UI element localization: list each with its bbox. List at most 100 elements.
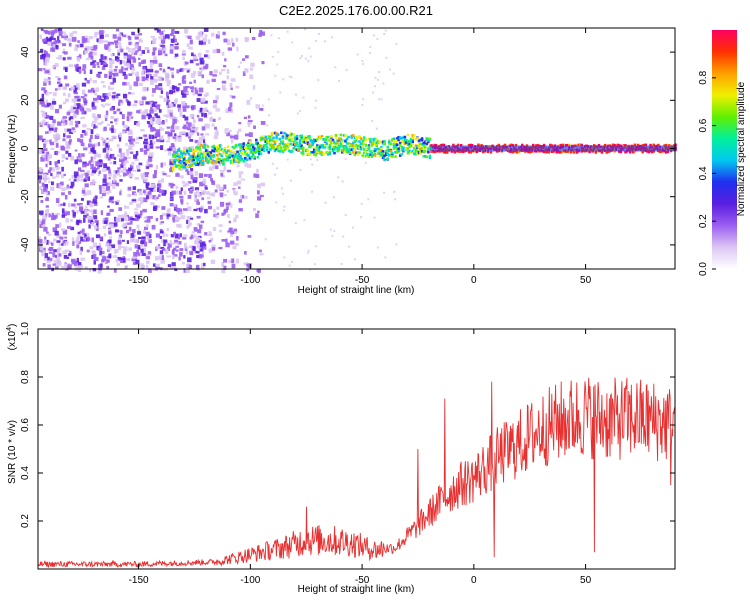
spectrogram-cell xyxy=(117,171,120,175)
spectrogram-cell xyxy=(544,150,547,154)
spectrogram-cell xyxy=(630,145,634,152)
spectrogram-cell xyxy=(198,136,203,141)
spectrogram-cell xyxy=(84,49,88,54)
spectrogram-cell xyxy=(516,145,519,152)
spectrogram-cell xyxy=(192,158,195,162)
spectrogram-cell xyxy=(140,129,145,132)
spectrogram-cell xyxy=(359,137,363,141)
spectrogram-cell xyxy=(366,147,369,151)
spectrogram-cell xyxy=(99,34,104,39)
spectrogram-cell xyxy=(272,143,275,147)
snr-y-tick-label: 0.6 xyxy=(20,418,31,432)
spectrogram-cell xyxy=(98,170,101,174)
spectrogram-cell xyxy=(361,145,364,148)
spectrogram-cell xyxy=(134,192,138,196)
spectrogram-x-tick-label: -150 xyxy=(129,275,149,286)
spectrogram-cell xyxy=(242,159,246,163)
spectrogram-cell xyxy=(556,145,560,152)
spectrogram-cell xyxy=(649,145,652,152)
spectrogram-cell xyxy=(256,143,260,147)
spectrogram-cell xyxy=(86,200,91,206)
spectrogram-cell xyxy=(75,44,79,49)
spectrogram-cell xyxy=(657,143,660,147)
spectrogram-cell xyxy=(102,225,107,229)
spectrogram-cell xyxy=(122,222,128,227)
spectrogram-cell xyxy=(172,147,176,152)
spectrogram-cell xyxy=(186,105,190,109)
spectrogram-cell xyxy=(152,174,156,179)
snr-panel: -150 -100 -50 0 50 0.20.40.60.81.0 Height of… xyxy=(6,322,676,595)
spectrogram-cell xyxy=(433,145,436,152)
spectrogram-cell xyxy=(290,76,293,79)
spectrogram-cell xyxy=(392,142,396,146)
spectrogram-cell xyxy=(48,37,52,42)
spectrogram-cell xyxy=(101,184,106,190)
spectrogram-cell xyxy=(77,231,81,235)
spectrogram-cell xyxy=(372,149,375,153)
spectrogram-cell xyxy=(337,148,341,152)
spectrogram-cell xyxy=(63,254,68,259)
spectrogram-cell xyxy=(130,111,134,115)
spectrogram-cell xyxy=(57,121,62,126)
spectrogram-cell xyxy=(619,145,623,152)
spectrogram-cell xyxy=(204,149,208,153)
spectrogram-cell xyxy=(300,144,303,148)
spectrogram-cell xyxy=(347,150,350,154)
spectrogram-cell xyxy=(62,138,66,142)
spectrogram-cell xyxy=(196,132,200,136)
spectrogram-cell xyxy=(143,216,148,219)
spectrogram-cell xyxy=(160,221,165,224)
spectrogram-cell xyxy=(341,150,344,154)
spectrogram-cell xyxy=(195,251,200,254)
spectrogram-cell xyxy=(536,145,540,152)
spectrogram-cell xyxy=(305,138,308,141)
spectrogram-cell xyxy=(336,147,339,151)
spectrogram-cell xyxy=(139,148,144,152)
spectrogram-cell xyxy=(422,150,425,153)
spectrogram-cell xyxy=(347,135,350,139)
spectrogram-cell xyxy=(272,139,275,143)
spectrogram-cell xyxy=(182,208,188,211)
spectrogram-cell xyxy=(564,143,568,147)
spectrogram-cell xyxy=(87,219,92,223)
snr-y-multiplier: (x104) xyxy=(6,324,18,351)
spectrogram-cell xyxy=(333,148,336,151)
spectrogram-cell xyxy=(72,31,78,34)
spectrogram-cell xyxy=(63,51,68,55)
spectrogram-cell xyxy=(583,145,587,152)
spectrogram-cell xyxy=(173,231,176,236)
spectrogram-cell xyxy=(128,173,134,178)
spectrogram-cell xyxy=(316,159,319,162)
spectrogram-cell xyxy=(373,85,376,88)
spectrogram-cell xyxy=(180,200,184,205)
spectrogram-cell xyxy=(109,222,114,226)
spectrogram-cell xyxy=(596,145,599,152)
spectrogram-cell xyxy=(398,136,402,139)
spectrogram-cell xyxy=(328,150,332,154)
spectrogram-cell xyxy=(89,201,93,204)
spectrogram-cell xyxy=(135,42,139,46)
spectrogram-cell xyxy=(264,144,267,147)
spectrogram-cell xyxy=(303,219,306,222)
spectrogram-cell xyxy=(246,268,250,272)
spectrogram-cell xyxy=(215,149,219,152)
spectrogram-cell xyxy=(408,141,411,144)
spectrogram-cell xyxy=(148,134,152,140)
spectrogram-cell xyxy=(88,161,92,165)
spectrogram-cell xyxy=(352,134,355,137)
spectrogram-cell xyxy=(92,51,97,56)
spectrogram-cell xyxy=(152,88,156,93)
spectrogram-cell xyxy=(155,129,161,134)
spectrogram-cell xyxy=(128,41,132,46)
spectrogram-cell xyxy=(384,29,387,32)
spectrogram-cell xyxy=(127,54,131,59)
spectrogram-cell xyxy=(477,145,480,152)
spectrogram-cell xyxy=(46,151,50,157)
spectrogram-cell xyxy=(113,222,118,227)
spectrogram-cell xyxy=(261,104,264,107)
spectrogram-cell xyxy=(395,243,398,246)
spectrogram-cell xyxy=(378,154,382,158)
spectrogram-cell xyxy=(238,173,242,179)
spectrogram-cell xyxy=(69,185,74,189)
spectrogram-cell xyxy=(185,250,189,255)
